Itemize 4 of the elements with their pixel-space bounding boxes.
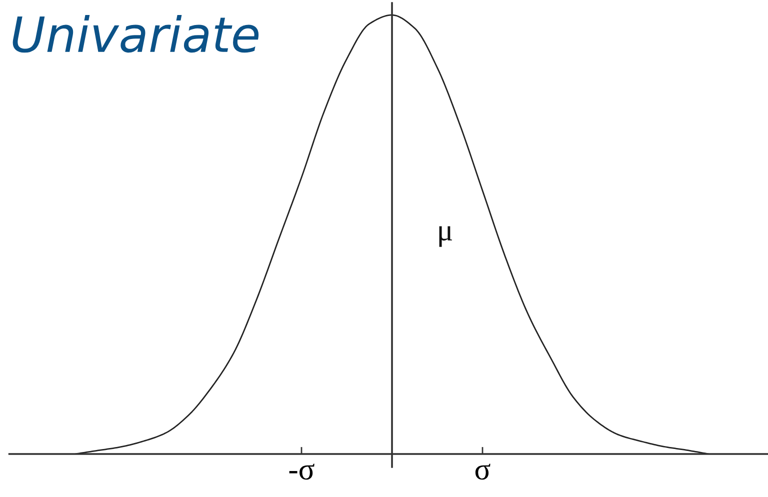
chart-title: Univariate [12,15,259,53]
x-tick-label: -σ [289,464,314,480]
x-tick-label: σ [475,464,490,480]
y-axis-title: μ [439,226,452,247]
